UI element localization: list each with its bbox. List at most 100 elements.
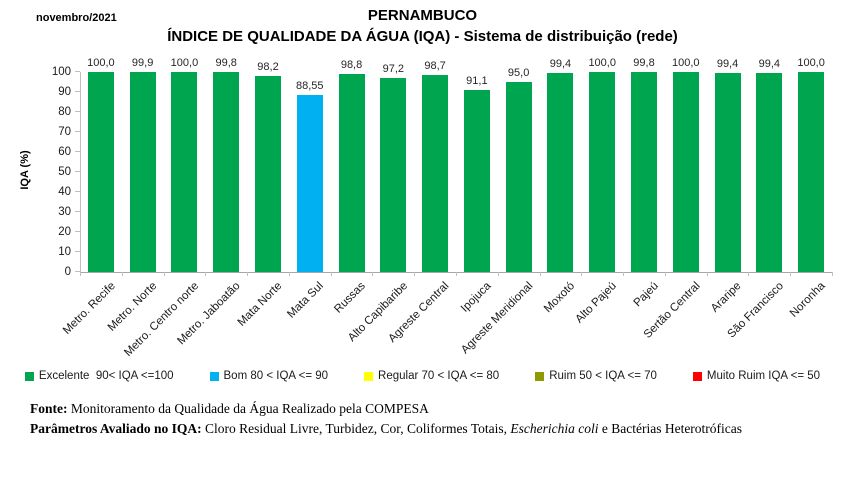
bar xyxy=(422,74,449,272)
parameters-text: Cloro Residual Livre, Turbidez, Cor, Col… xyxy=(201,421,511,436)
bar-slot: 99,4 xyxy=(748,58,790,272)
y-tick-label: 50 xyxy=(58,166,71,178)
legend-item: Ruim 50 < IQA <= 70 xyxy=(535,370,657,382)
y-tick-mark xyxy=(75,131,80,132)
bar-slot: 99,9 xyxy=(122,57,164,272)
chart-legend: Excelente 90< IQA <=100 Bom 80 < IQA <= 9… xyxy=(0,370,845,382)
parameters-line: Parâmetros Avaliado no IQA: Cloro Residu… xyxy=(30,419,742,439)
bar-value-label: 100,0 xyxy=(797,57,825,69)
y-tick-label: 0 xyxy=(64,266,71,278)
bar-value-label: 88,55 xyxy=(295,79,324,92)
x-axis-label: Mata Sul xyxy=(285,280,327,321)
x-axis-label: Araripe xyxy=(709,280,745,315)
x-tick-mark xyxy=(623,272,625,276)
bar-slot: 99,8 xyxy=(623,57,665,272)
parameters-text-end: e Bactérias Heterotróficas xyxy=(598,421,743,436)
bar-value-label: 99,4 xyxy=(716,58,739,71)
x-tick-mark xyxy=(247,272,249,276)
x-axis-label: Ipojuca xyxy=(458,280,494,315)
x-tick-mark xyxy=(748,272,750,276)
legend-swatch xyxy=(364,371,374,381)
y-tick-label: 90 xyxy=(58,86,71,98)
x-axis-label: Pajeú xyxy=(631,280,661,310)
x-tick-mark xyxy=(121,272,123,276)
y-tick-mark xyxy=(75,71,80,72)
legend-label: Muito Ruim IQA <= 50 xyxy=(706,370,821,382)
source-label: Fonte: xyxy=(30,401,68,416)
bar-slot: 99,4 xyxy=(707,58,749,272)
bar xyxy=(87,72,114,272)
bar-value-label: 100,0 xyxy=(671,57,700,69)
x-axis-labels: Metro. Recife Metro. Norte Metro. Centro n… xyxy=(61,272,832,368)
x-tick-mark xyxy=(163,272,165,276)
y-tick-mark xyxy=(75,231,80,232)
legend-item: Bom 80 < IQA <= 90 xyxy=(209,370,328,382)
bar xyxy=(213,72,240,272)
bar xyxy=(338,74,365,272)
legend-item: Regular 70 < IQA <= 80 xyxy=(364,370,499,382)
x-tick-mark xyxy=(372,272,374,276)
y-tick-label: 20 xyxy=(58,226,71,238)
x-tick-mark xyxy=(288,272,290,276)
legend-item: Excelente 90< IQA <=100 xyxy=(24,370,174,382)
x-tick-mark xyxy=(790,272,792,276)
bar-value-label: 97,2 xyxy=(382,62,405,75)
bar-value-label: 99,4 xyxy=(758,58,781,71)
bar-slot: 100,0 xyxy=(790,57,832,272)
x-axis-label: Mata Norte xyxy=(235,280,285,329)
chart-title: PERNAMBUCO xyxy=(367,7,478,24)
source-line: Fonte: Monitoramento da Qualidade da Águ… xyxy=(30,399,742,419)
y-tick-label: 80 xyxy=(58,106,71,118)
source-text: Monitoramento da Qualidade da Água Reali… xyxy=(67,401,429,416)
x-axis-label: Alto Pajeú xyxy=(573,280,619,326)
legend-swatch xyxy=(209,371,219,381)
parameters-italic-text: Escherichia coli xyxy=(510,421,599,436)
legend-label: Regular 70 < IQA <= 80 xyxy=(378,370,500,382)
x-tick-mark xyxy=(497,272,499,276)
bar-value-label: 98,8 xyxy=(340,59,363,72)
y-tick-label: 10 xyxy=(58,246,71,258)
bar xyxy=(547,73,574,272)
bar-value-label: 100,0 xyxy=(170,57,199,69)
bar xyxy=(630,72,657,272)
x-tick-mark xyxy=(581,272,583,276)
footer-notes: Fonte: Monitoramento da Qualidade da Águ… xyxy=(30,399,742,439)
x-tick-mark xyxy=(664,272,666,276)
bar-value-label: 99,9 xyxy=(131,57,154,70)
bar xyxy=(798,72,825,272)
x-tick-mark xyxy=(205,272,207,276)
legend-label: Excelente 90< IQA <=100 xyxy=(38,370,174,382)
y-tick-label: 30 xyxy=(58,206,71,218)
y-axis-line xyxy=(80,72,81,272)
bar xyxy=(505,82,532,272)
x-tick-mark xyxy=(706,272,708,276)
x-axis-label: Metro. Centro norte xyxy=(121,280,201,359)
y-tick-label: 100 xyxy=(51,66,71,78)
bar-slot: 100,0 xyxy=(581,57,623,272)
x-axis-label: Russas xyxy=(332,280,369,316)
x-tick-mark xyxy=(456,272,457,276)
bar xyxy=(254,75,281,272)
y-tick-mark xyxy=(75,191,80,192)
bar xyxy=(589,72,616,272)
bar-slot: 100,0 xyxy=(80,57,122,272)
legend-item: Muito Ruim IQA <= 50 xyxy=(692,370,821,382)
x-axis-label: Agreste Meridional xyxy=(458,280,536,357)
bar-slot: 98,8 xyxy=(331,59,373,272)
legend-swatch xyxy=(24,371,34,381)
plot-area: 0 10 20 30 40 50 60 70 80 90 100 100,0 99,9 100,0 99,… xyxy=(52,57,833,359)
bar-slot: 97,2 xyxy=(372,63,414,272)
x-tick-mark xyxy=(330,272,332,276)
bar-slot: 91,1 xyxy=(456,72,498,272)
x-tick-mark xyxy=(832,272,833,276)
parameters-label: Parâmetros Avaliado no IQA: xyxy=(30,421,202,436)
bar-value-label: 99,8 xyxy=(633,57,655,70)
bar-value-label: 99,8 xyxy=(215,57,237,70)
chart-subtitle: ÍNDICE DE QUALIDADE DA ÁGUA (IQA) - Sist… xyxy=(167,28,678,45)
y-tick-mark xyxy=(75,171,80,172)
x-tick-mark xyxy=(414,272,416,276)
bar xyxy=(463,89,490,272)
bar xyxy=(756,73,783,272)
bar-slot: 100,0 xyxy=(665,57,707,272)
y-tick-label: 60 xyxy=(58,146,71,158)
